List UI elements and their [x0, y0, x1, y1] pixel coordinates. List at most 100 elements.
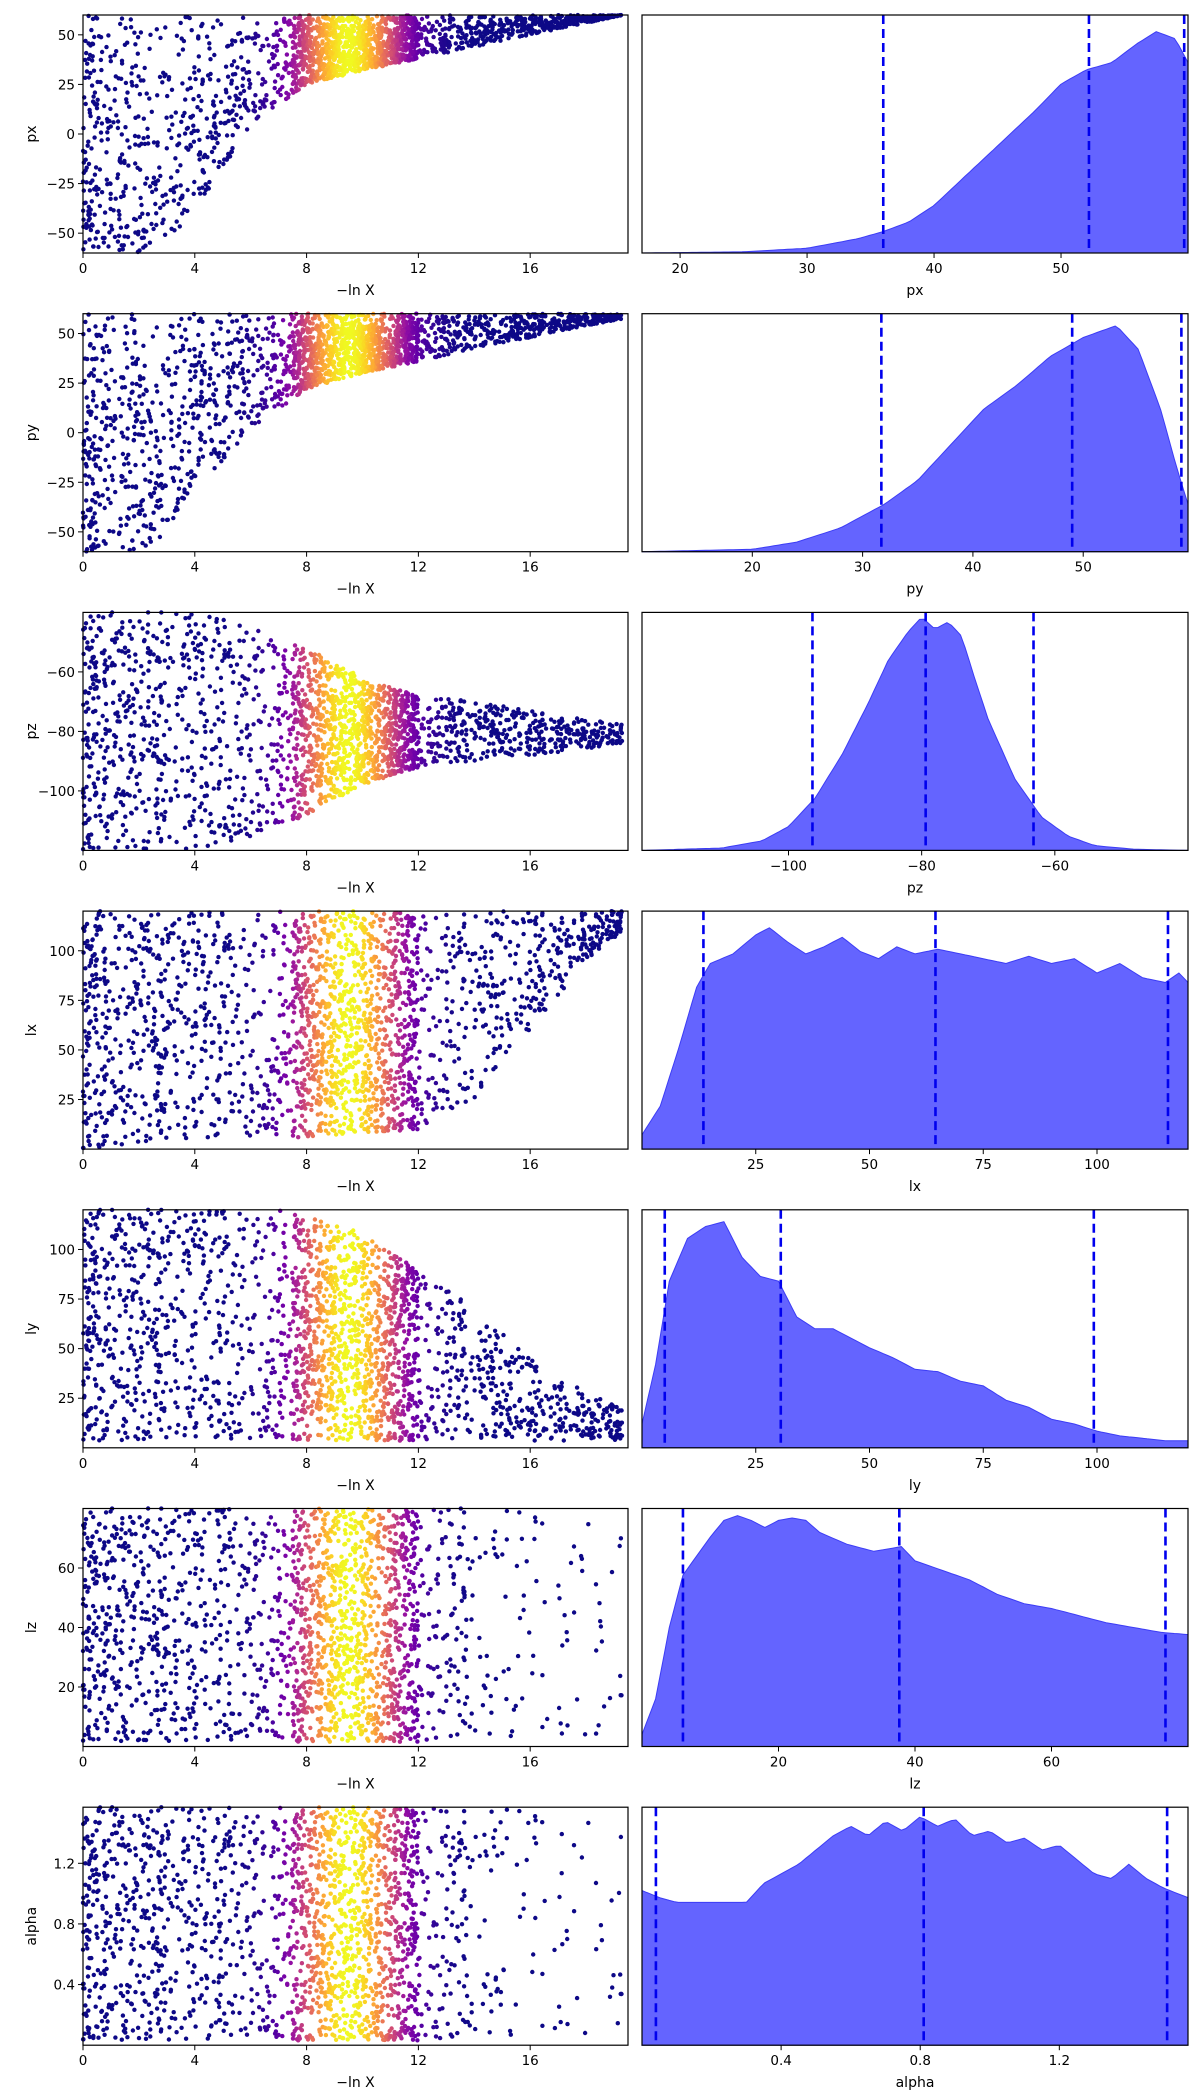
sample-point	[104, 150, 109, 155]
sample-point	[147, 240, 153, 245]
sample-point	[132, 431, 138, 437]
sample-point	[93, 324, 98, 329]
sample-point	[597, 315, 603, 320]
sample-point	[196, 332, 201, 338]
sample-point	[150, 189, 155, 195]
sample-point	[539, 319, 544, 324]
sample-point	[165, 199, 170, 204]
sample-point	[446, 329, 451, 335]
sample-point	[249, 420, 255, 426]
sample-point	[293, 63, 298, 69]
sample-point	[213, 840, 218, 845]
sample-point	[119, 61, 125, 66]
sample-point	[87, 456, 92, 461]
sample-point	[246, 346, 252, 352]
sample-point	[127, 145, 132, 150]
sample-point	[488, 336, 494, 341]
sample-point	[367, 21, 373, 26]
sample-point	[464, 322, 469, 327]
sample-point	[191, 411, 196, 416]
sample-point	[133, 652, 138, 657]
sample-point	[483, 341, 488, 346]
sample-point	[410, 336, 415, 341]
sample-point	[401, 23, 406, 28]
sample-point	[478, 332, 483, 338]
sample-point	[254, 116, 259, 121]
sample-point	[332, 688, 338, 693]
sample-point	[107, 230, 112, 235]
sample-point	[83, 200, 88, 205]
sample-point	[234, 85, 240, 91]
sample-point	[577, 16, 582, 21]
sample-point	[295, 742, 300, 748]
sample-point	[336, 362, 342, 368]
sample-point	[258, 47, 263, 53]
sample-point	[346, 53, 352, 58]
sample-point	[128, 17, 133, 22]
sample-point	[493, 37, 498, 42]
sample-point	[547, 329, 552, 334]
sample-point	[209, 438, 215, 444]
sample-point	[99, 190, 105, 195]
sample-point	[440, 327, 445, 333]
sample-point	[202, 359, 207, 365]
sample-point	[123, 324, 128, 329]
sample-point	[278, 352, 284, 357]
sample-point	[125, 90, 130, 95]
sample-point	[561, 319, 566, 324]
sample-point	[304, 357, 309, 363]
x-tick-label: 30	[854, 560, 871, 576]
sample-point	[464, 40, 469, 45]
sample-point	[183, 97, 188, 102]
sample-point	[81, 160, 87, 165]
sample-point	[485, 725, 490, 731]
sample-point	[113, 489, 118, 495]
sample-point	[246, 77, 252, 83]
sample-point	[440, 27, 445, 32]
sample-point	[245, 35, 250, 41]
sample-point	[200, 342, 206, 348]
sample-point	[115, 239, 121, 244]
sample-point	[155, 438, 160, 443]
sample-point	[99, 419, 105, 425]
sample-point	[154, 27, 159, 32]
sample-point	[191, 191, 196, 196]
sample-point	[372, 57, 378, 62]
sample-point	[175, 169, 180, 174]
sample-point	[348, 28, 354, 33]
sample-point	[151, 510, 156, 515]
sample-point	[145, 408, 151, 413]
sample-point	[126, 104, 132, 109]
sample-point	[341, 62, 346, 68]
sample-point	[190, 113, 196, 119]
sample-point	[324, 324, 329, 329]
sample-point	[187, 347, 192, 353]
sample-point	[497, 339, 502, 344]
sample-point	[451, 705, 456, 710]
sample-point	[182, 395, 187, 400]
sample-point	[229, 81, 234, 86]
sample-point	[86, 56, 92, 61]
sample-point	[139, 420, 144, 425]
sample-point	[396, 348, 401, 353]
sample-point	[119, 375, 124, 380]
sample-point	[173, 110, 178, 115]
sample-point	[384, 62, 389, 67]
x-tick-label: 50	[1075, 560, 1092, 576]
sample-point	[499, 321, 504, 327]
sample-point	[393, 29, 398, 34]
sample-point	[281, 387, 287, 392]
sample-point	[143, 181, 148, 186]
sample-point	[283, 43, 288, 48]
sample-point	[206, 186, 211, 191]
sample-point	[108, 191, 113, 196]
sample-point	[164, 115, 169, 120]
sample-point	[252, 343, 257, 348]
sample-point	[126, 461, 131, 466]
sample-point	[133, 361, 139, 367]
sample-point	[122, 234, 127, 239]
sample-point	[264, 372, 270, 377]
sample-point	[329, 318, 335, 324]
sample-point	[538, 313, 544, 319]
sample-point	[84, 481, 90, 487]
